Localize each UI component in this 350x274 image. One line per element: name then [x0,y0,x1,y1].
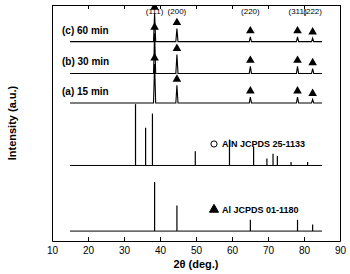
x-axis: 10 20 30 40 50 60 70 80 90 [47,237,347,256]
tick-label: 60 [227,245,239,256]
plot-area: 10 20 30 40 50 60 70 80 90 (c) 60 min (b) 30 min (a… [47,2,347,256]
tick-mark [268,237,269,241]
axis-line [52,6,53,242]
series-label: (b) 30 min [62,56,109,67]
tick-mark [88,237,89,241]
stem [154,182,155,231]
tick-mark [232,237,233,241]
labels: (c) 60 min (b) 30 min (a) 15 min AlN JCPDS … [62,7,322,215]
tick: 40 [155,237,167,256]
tick-label: 80 [299,245,311,256]
stem [176,206,177,231]
tick-mark [160,237,161,241]
tick: 70 [263,237,275,256]
stem [152,114,153,166]
stem [297,220,298,231]
legend-label: AlN JCPDS 25-1133 [222,139,305,149]
tick-mark [124,237,125,241]
legend-marker [209,204,218,212]
tick [268,5,269,9]
peak-marker [150,53,159,60]
legend-marker [211,141,217,147]
stem [250,220,251,231]
y-axis-title: Intensity (a.u.) [6,85,18,160]
pattern-line [70,64,322,103]
legend-entry: Al JCPDS 01-1180 [209,204,298,215]
peak-marker [246,55,255,62]
stem [290,162,291,166]
legend-label: Al JCPDS 01-1180 [222,205,299,215]
peak-marker [150,22,159,29]
tick-label: 50 [191,245,203,256]
tick [232,5,233,9]
marks [70,5,322,231]
tick-label: 20 [83,245,95,256]
tick-mark [232,5,233,9]
peak-marker [173,44,182,51]
tick: 60 [227,237,239,256]
tick: 80 [299,237,311,256]
peak-marker [308,27,317,34]
tick-label: 10 [47,245,59,256]
y-axis [52,6,53,242]
stem [145,128,146,166]
chart: 10 20 30 40 50 60 70 80 90 (c) 60 min (b) 30 min (a… [0,0,350,274]
axis-line [340,6,341,242]
tick-mark [268,5,269,9]
peak-marker [173,74,182,81]
stem-baseline [70,165,322,166]
tick [88,5,89,9]
y-axis-right [340,6,341,242]
peak-label: (200) [168,7,187,16]
series-label: (c) 60 min [62,25,109,36]
tick: 30 [119,237,131,256]
peak-marker [293,86,302,93]
legend-entry: AlN JCPDS 25-1133 [211,139,305,149]
peak-marker [246,86,255,93]
stem [312,224,313,231]
tick-label: 30 [119,245,131,256]
peak-label: (111) [146,7,164,16]
tick-label: 70 [263,245,275,256]
tick-label: 40 [155,245,167,256]
stem [266,158,267,165]
tick-mark [304,237,305,241]
peak-marker [308,88,317,95]
stem-baseline [70,231,322,232]
peak-label: (220) [241,7,260,16]
tick: 50 [191,237,203,256]
peak-marker [293,26,302,33]
peak-label: (222) [303,7,322,16]
peak-marker [173,18,182,25]
stem [307,162,308,166]
tick-mark [124,5,125,9]
stem [272,154,273,166]
peak-marker [308,58,317,65]
tick-mark [196,5,197,9]
tick [196,5,197,9]
tick [124,5,125,9]
x-axis-title: 2θ (deg.) [173,258,218,270]
stem [277,156,278,165]
tick-mark [88,5,89,9]
peak-marker [293,55,302,62]
axis-line [53,241,341,242]
stem [135,104,136,165]
series-label: (a) 15 min [62,86,109,97]
stem [195,151,196,165]
tick-label: 90 [335,245,347,256]
peak-marker [246,26,255,33]
tick: 20 [83,237,95,256]
tick-mark [196,237,197,241]
